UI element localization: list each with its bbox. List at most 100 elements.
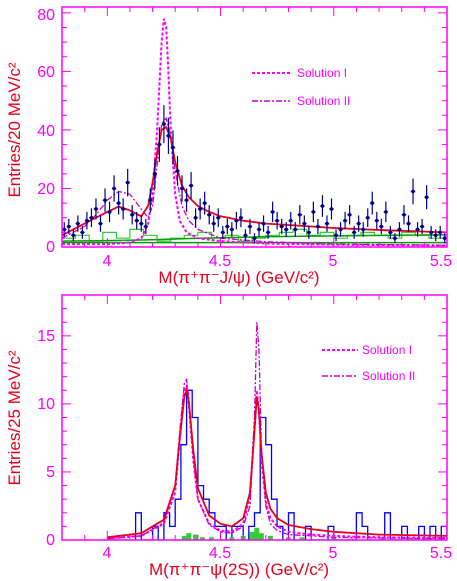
bottom-background-bin — [181, 535, 187, 540]
top-data-point — [116, 201, 121, 205]
top-data-point — [370, 201, 375, 205]
top-data-point — [66, 224, 71, 229]
top-ytick-label-20: 20 — [37, 181, 55, 198]
top-data-point — [411, 189, 415, 194]
top-plot-frame — [61, 6, 448, 248]
bottom-fit-curve — [107, 386, 447, 539]
bottom-background-bin — [258, 533, 264, 540]
top-data-point — [338, 227, 343, 232]
top-data-point — [216, 215, 221, 220]
bottom-axis-ticks — [61, 294, 448, 541]
top-data-point — [107, 210, 112, 214]
top-y-axis-label: Entries/20 MeV/c² — [5, 62, 24, 197]
top-data-point — [98, 221, 103, 226]
top-data-point — [184, 198, 189, 202]
top-ytick-label-40: 40 — [37, 123, 55, 140]
top-data-point — [397, 227, 402, 232]
top-data-point — [234, 218, 239, 223]
top-plot-content — [62, 18, 447, 247]
top-data-point — [162, 122, 166, 126]
top-data-point — [220, 230, 225, 235]
top-data-point — [148, 198, 153, 202]
top-data-point — [157, 142, 162, 147]
top-xtick-label-5.5: 5.5 — [430, 253, 452, 270]
bottom-ytick-label-10: 10 — [37, 396, 55, 413]
bottom-xtick-label-5: 5 — [329, 545, 338, 562]
top-data-point — [261, 221, 266, 226]
top-data-point — [211, 221, 216, 226]
top-data-point — [275, 218, 279, 223]
bottom-plot-content — [107, 322, 447, 540]
top-data-point — [316, 224, 320, 229]
bottom-background-bin — [229, 537, 235, 540]
bottom-background-bin — [267, 535, 273, 540]
top-data-point — [334, 233, 338, 238]
top-data-point — [347, 213, 352, 217]
top-data-point — [266, 230, 270, 235]
top-data-point — [388, 230, 393, 235]
top-data-point — [356, 221, 361, 226]
bottom-xtick-label-4: 4 — [103, 545, 112, 562]
bottom-background-bin — [208, 537, 214, 540]
top-xtick-label-5: 5 — [329, 253, 338, 270]
top-data-point — [288, 218, 293, 223]
top-data-point — [180, 186, 184, 191]
top-data-point — [374, 218, 379, 223]
top-data-point — [307, 230, 311, 235]
top-data-point — [202, 201, 207, 205]
top-data-point — [384, 210, 388, 214]
top-data-point — [171, 145, 175, 150]
top-data-point — [352, 230, 356, 235]
top-data-point — [121, 207, 125, 211]
top-data-point — [442, 236, 447, 241]
top-data-point — [302, 221, 307, 226]
top-data-point — [239, 215, 243, 220]
top-data-point — [297, 213, 302, 217]
top-data-point — [243, 233, 248, 238]
top-data-point — [320, 204, 325, 208]
top-solution-ii-curve — [62, 116, 447, 246]
top-data-point — [166, 133, 171, 138]
bottom-background-bin — [186, 533, 192, 540]
top-data-point — [62, 227, 67, 232]
top-data-point — [365, 215, 370, 220]
top-data-point — [193, 215, 198, 220]
bottom-legend-solution-i-label: Solution I — [362, 343, 412, 357]
bottom-background-bin — [199, 537, 205, 540]
top-data-point — [433, 233, 438, 238]
top-legend-solution-i-label: Solution I — [297, 66, 347, 80]
top-data-point — [406, 221, 411, 226]
top-data-point — [225, 224, 230, 229]
bottom-solution-ii-curve — [107, 322, 447, 540]
top-data-point — [103, 198, 107, 202]
top-data-point — [257, 227, 261, 232]
top-data-point — [415, 227, 420, 232]
top-data-point — [89, 215, 94, 220]
top-ytick-label-80: 80 — [37, 7, 55, 24]
top-legend-solution-ii-label: Solution II — [297, 94, 350, 108]
top-data-point — [284, 227, 289, 232]
top-data-point — [311, 210, 316, 214]
top-data-point — [94, 207, 98, 211]
top-data-point — [379, 224, 384, 229]
top-data-point — [248, 224, 252, 229]
top-data-point — [112, 186, 116, 191]
bottom-background-bin — [249, 531, 255, 540]
bottom-data-histogram — [107, 389, 447, 540]
top-x-axis-label: M(π⁺π⁻J/ψ) (GeV/c²) — [158, 268, 319, 287]
top-xtick-label-4.5: 4.5 — [209, 253, 231, 270]
top-xtick-label-4: 4 — [103, 253, 112, 270]
top-chart-panel: 4 4.5 5 5.5 0 20 40 60 80 M(π⁺π⁻J/ψ) (Ge… — [5, 6, 452, 287]
top-data-point — [153, 172, 157, 176]
top-data-point — [343, 218, 347, 223]
top-data-point — [438, 230, 443, 235]
top-data-point — [252, 236, 257, 241]
top-legend: Solution I Solution II — [252, 66, 350, 108]
bottom-y-axis-label: Entries/25 MeV/c² — [5, 350, 24, 485]
bottom-ytick-label-15: 15 — [37, 328, 55, 345]
top-data-point — [279, 224, 284, 229]
bottom-xtick-label-4.5: 4.5 — [209, 545, 231, 562]
top-data-point — [429, 230, 433, 235]
top-data-point — [293, 227, 298, 232]
